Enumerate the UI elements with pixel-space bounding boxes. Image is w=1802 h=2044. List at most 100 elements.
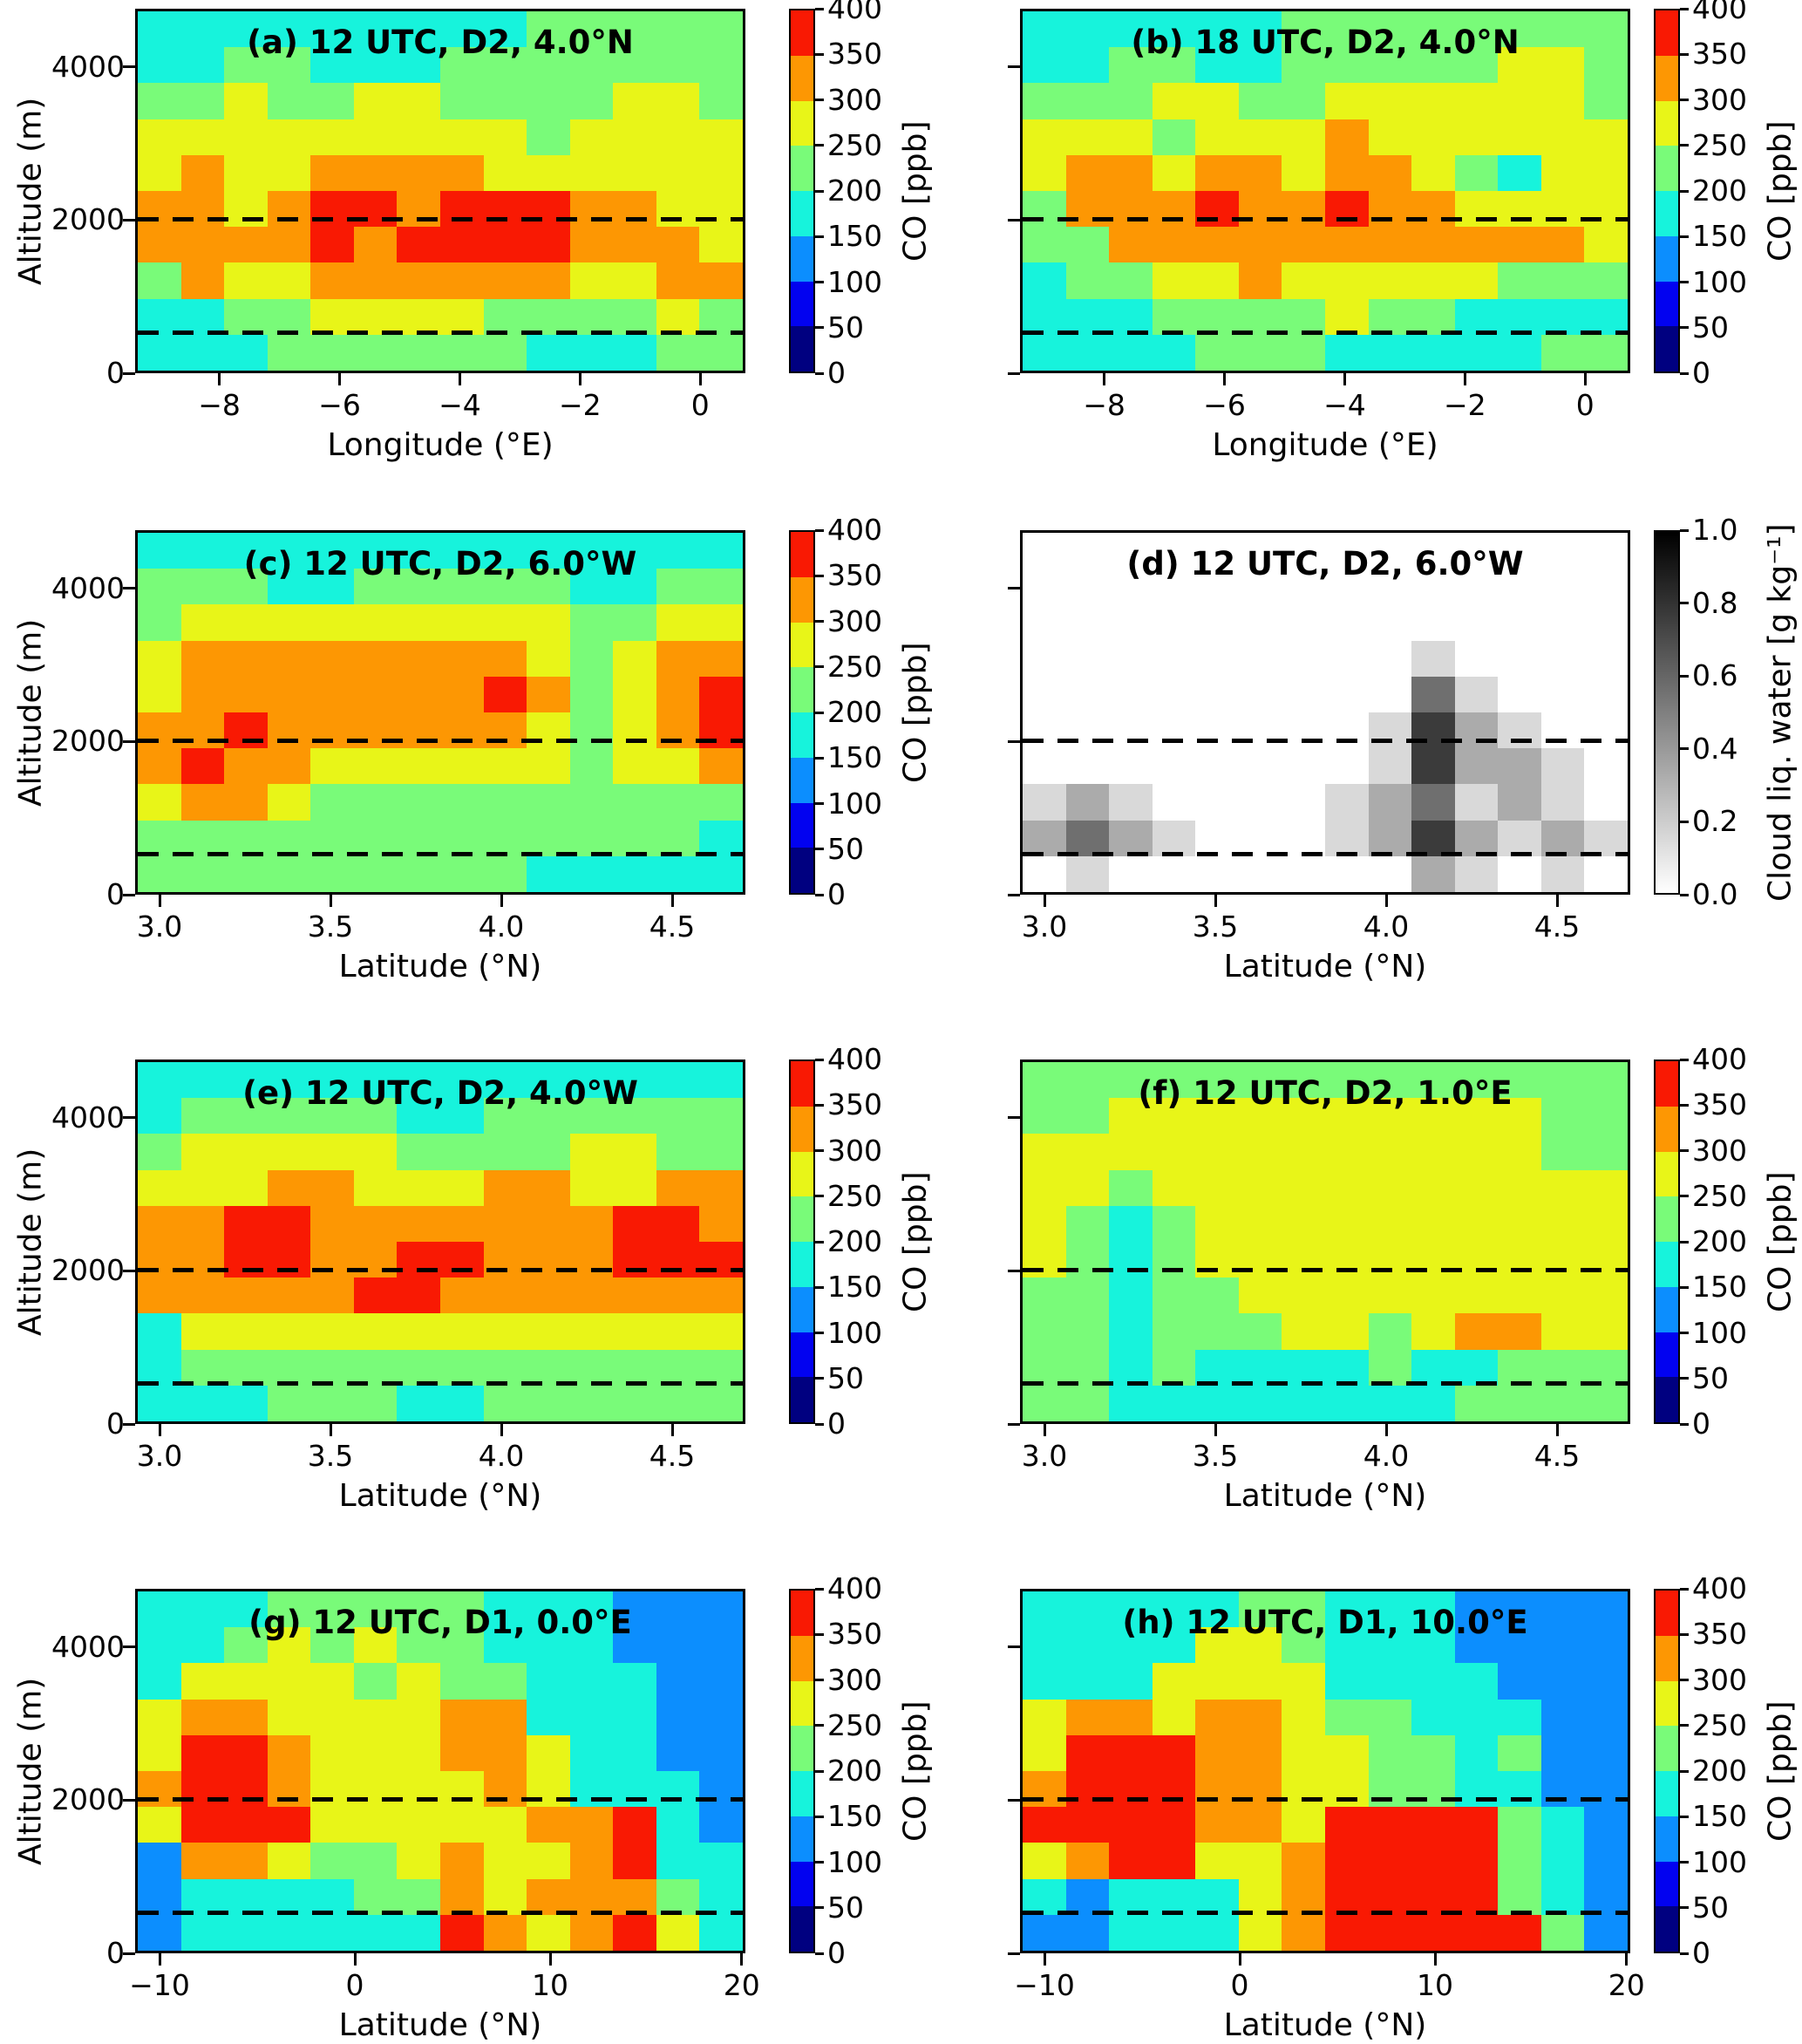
heatmap-cell: [353, 820, 398, 857]
heatmap-cell: [1238, 820, 1283, 857]
heatmap-cell: [1368, 1843, 1412, 1880]
colorbar-band: [791, 1241, 813, 1287]
heatmap-cell: [1238, 1878, 1283, 1916]
heatmap-cell: [1023, 1062, 1067, 1099]
colorbar-tick-mark: [1680, 189, 1689, 193]
heatmap-cell: [527, 1878, 571, 1916]
colorbar-tick-label: 200: [827, 1224, 882, 1258]
heatmap-cell: [1238, 154, 1283, 192]
x-tick-label: 4.0: [1363, 910, 1410, 944]
heatmap-cell: [310, 1627, 355, 1664]
heatmap-cell: [656, 1349, 701, 1387]
heatmap-cell: [1065, 1313, 1110, 1351]
heatmap-cell: [1411, 569, 1456, 605]
heatmap-cell: [569, 533, 614, 569]
heatmap-cell: [1540, 533, 1586, 569]
heatmap-cell: [224, 1385, 269, 1421]
heatmap-cell: [1498, 298, 1542, 336]
heatmap-cell: [267, 533, 311, 569]
heatmap-cell: [1454, 855, 1499, 892]
heatmap-cell: [224, 1699, 269, 1736]
heatmap-cell: [569, 1878, 614, 1916]
heatmap-cell: [138, 298, 182, 336]
heatmap-cell: [1152, 1734, 1196, 1772]
colorbar-band: [1656, 10, 1678, 56]
x-tick-mark: [548, 1953, 552, 1966]
colorbar-band: [1656, 1770, 1678, 1816]
heatmap-cell: [1282, 748, 1326, 785]
heatmap-cell: [1195, 1663, 1240, 1700]
heatmap-cell: [353, 1385, 398, 1421]
heatmap-cell: [1368, 1385, 1412, 1421]
heatmap-cell: [483, 820, 527, 857]
heatmap-cell: [1584, 1843, 1628, 1880]
heatmap-cell: [1411, 334, 1456, 371]
heatmap-cell: [353, 784, 398, 821]
heatmap-cell: [1195, 784, 1240, 821]
heatmap-cell: [440, 1591, 485, 1628]
heatmap-cell: [1498, 1914, 1542, 1951]
heatmap-cell: [224, 1349, 269, 1387]
heatmap-cell: [440, 1313, 485, 1351]
heatmap-cell: [1152, 227, 1196, 263]
heatmap-cell: [1411, 298, 1456, 336]
heatmap-cell: [1023, 191, 1067, 228]
colorbar-band: [791, 1905, 813, 1952]
heatmap-cell: [1411, 11, 1456, 48]
heatmap-cell: [397, 1242, 441, 1278]
heatmap-cell: [1152, 1062, 1196, 1099]
heatmap-cell: [1152, 1205, 1196, 1243]
heatmap-cell: [1065, 784, 1110, 821]
heatmap-cell: [440, 334, 485, 371]
heatmap-cell: [1368, 569, 1412, 605]
heatmap-cell: [1584, 119, 1628, 156]
heatmap-cell: [1238, 1242, 1283, 1278]
heatmap-cell: [310, 1313, 355, 1351]
heatmap-cell: [1282, 1914, 1326, 1951]
heatmap-cell: [1152, 1242, 1196, 1278]
heatmap-cell: [267, 154, 311, 192]
heatmap-cell: [1454, 1878, 1499, 1916]
heatmap-cell: [224, 1062, 269, 1099]
heatmap-cell: [1282, 11, 1326, 48]
heatmap-cell: [699, 1205, 743, 1243]
colorbar-tick-mark: [815, 1906, 824, 1910]
heatmap-cell: [613, 1134, 657, 1171]
heatmap-cell: [483, 47, 527, 84]
heatmap-cell: [699, 47, 743, 84]
heatmap-cell: [224, 334, 269, 371]
heatmap-cell: [1498, 1278, 1542, 1314]
x-tick-mark: [740, 1953, 744, 1966]
colorbar-tick-label: 400: [827, 1571, 882, 1605]
heatmap-cell: [440, 1771, 485, 1808]
heatmap-cell: [656, 154, 701, 192]
heatmap-cell: [1411, 604, 1456, 642]
dashed-line-2000m: [1023, 738, 1628, 743]
heatmap-cell: [267, 1205, 311, 1243]
x-tick-mark: [500, 1424, 503, 1436]
heatmap-cell: [397, 1663, 441, 1700]
colorbar-tick-label: 150: [827, 1799, 882, 1834]
colorbar-tick-mark: [1680, 326, 1689, 330]
heatmap-cell: [1584, 154, 1628, 192]
colorbar-tick-mark: [815, 326, 824, 330]
heatmap-cell: [1065, 154, 1110, 192]
heatmap-cell: [527, 1313, 571, 1351]
heatmap-cell: [1195, 1278, 1240, 1314]
heatmap-cell: [656, 1878, 701, 1916]
heatmap-cell: [180, 784, 225, 821]
heatmap-cell: [1454, 262, 1499, 300]
heatmap-cell: [138, 604, 182, 642]
heatmap-cell: [1195, 1385, 1240, 1421]
heatmap-cell: [1238, 1098, 1283, 1134]
heatmap-cell: [1411, 1807, 1456, 1843]
heatmap-cell: [1195, 1878, 1240, 1916]
heatmap-cell: [397, 748, 441, 785]
heatmap-cell: [527, 298, 571, 336]
heatmap-cell: [1195, 640, 1240, 678]
heatmap-cell: [527, 1843, 571, 1880]
heatmap-cell: [353, 1062, 398, 1099]
heatmap-cell: [353, 1349, 398, 1387]
heatmap-cell: [1109, 784, 1153, 821]
heatmap-cell: [569, 154, 614, 192]
